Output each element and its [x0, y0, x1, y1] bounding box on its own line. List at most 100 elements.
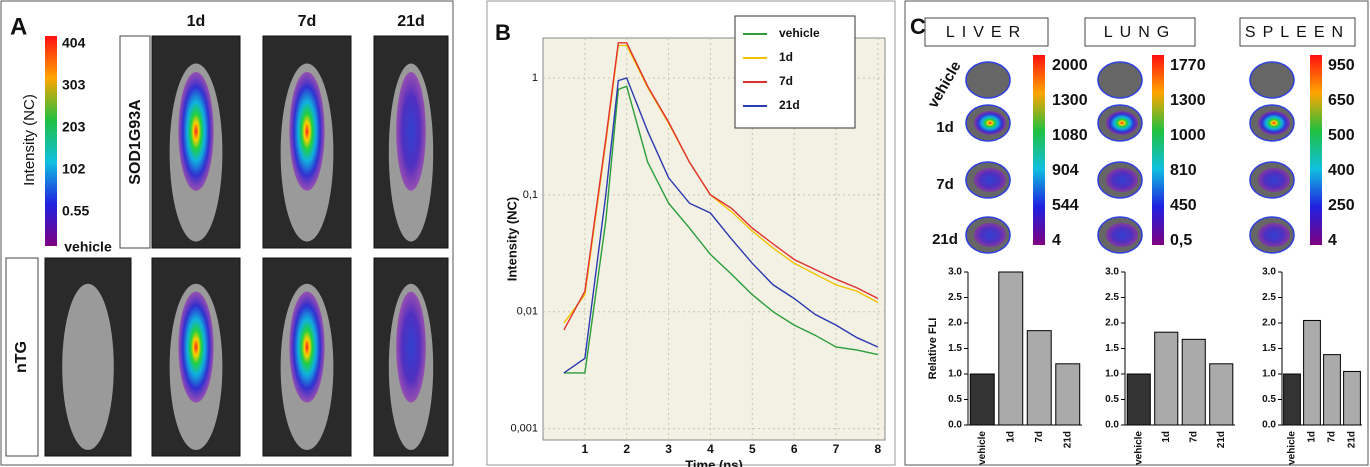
colorbar-tick-label: 0.55 — [62, 203, 89, 219]
y-tick-label: 0,001 — [510, 423, 538, 435]
y-tick-label: 3.0 — [1105, 267, 1119, 278]
panel-label: C — [910, 14, 926, 39]
colorbar-tick-label: 4 — [1052, 232, 1061, 249]
column-header: 7d — [298, 13, 317, 30]
organ-title: LUNG — [1104, 24, 1176, 41]
legend-label: 7d — [779, 74, 793, 88]
column-header: 1d — [187, 13, 206, 30]
colorbar-tick-label: 2000 — [1052, 57, 1088, 74]
y-tick-label: 0.0 — [1105, 420, 1119, 431]
y-tick-label: 0.0 — [948, 420, 962, 431]
organ-image — [1249, 61, 1295, 99]
series-line — [563, 85, 879, 374]
x-tick-label: 7d — [1034, 431, 1045, 443]
x-tick-label: 6 — [791, 442, 798, 456]
y-tick-label: 1.5 — [1105, 343, 1119, 354]
colorbar-tick-label: 650 — [1328, 92, 1355, 109]
bar — [1283, 373, 1301, 426]
organ-image — [1097, 61, 1143, 99]
x-tick-label: 1 — [582, 442, 589, 456]
panel-a-frame — [0, 0, 454, 466]
organ-image — [965, 61, 1011, 99]
colorbar — [1310, 55, 1322, 245]
fluorescence — [396, 72, 426, 191]
x-tick-label: 1d — [1161, 431, 1172, 443]
y-tick-label: 2.0 — [948, 318, 962, 329]
row-label: nTG — [13, 341, 30, 373]
colorbar-title: Intensity (NC) — [21, 94, 38, 186]
colorbar — [1152, 55, 1164, 245]
x-axis-label: Time (ns) — [685, 457, 743, 467]
y-tick-label: 1.0 — [948, 369, 962, 380]
x-tick-label: 1d — [1307, 431, 1318, 443]
x-tick-label: 1d — [1005, 431, 1016, 443]
x-tick-label: 2 — [623, 442, 630, 456]
fluorescence — [178, 291, 214, 403]
bar — [1055, 363, 1081, 426]
x-tick-label: 8 — [875, 442, 882, 456]
bar — [1343, 370, 1361, 426]
colorbar-tick-label: 303 — [62, 77, 86, 93]
colorbar-tick-label: 0,5 — [1170, 232, 1192, 249]
colorbar-tick-label: 1300 — [1170, 92, 1206, 109]
y-tick-label: 0.5 — [1105, 394, 1119, 405]
organ-fluorescence — [974, 168, 1006, 192]
fluorescence — [289, 291, 325, 403]
y-axis-label: Intensity (NC) — [504, 197, 519, 282]
colorbar-tick-label: 404 — [62, 35, 86, 51]
organ-fluorescence — [974, 223, 1006, 247]
colorbar-tick-label: 203 — [62, 119, 86, 135]
panel-b-frame — [486, 0, 896, 466]
y-axis-label: Relative FLI — [927, 318, 939, 380]
bar — [998, 271, 1024, 426]
colorbar — [1033, 55, 1045, 245]
bar — [969, 373, 995, 426]
bar — [1181, 338, 1206, 426]
row-label-box — [119, 35, 151, 249]
organ-fluorescence — [1106, 223, 1138, 247]
organ-title: SPLEEN — [1245, 24, 1350, 41]
legend-label: 1d — [779, 50, 793, 64]
row-label: vehicle — [924, 58, 964, 111]
y-tick-label: 3.0 — [1262, 267, 1276, 278]
y-tick-label: 0.5 — [948, 394, 962, 405]
x-tick-label: 5 — [749, 442, 756, 456]
row-label: 1d — [936, 119, 954, 136]
row-label: 7d — [936, 176, 954, 193]
y-tick-label: 2.5 — [1105, 292, 1119, 303]
x-tick-label: 3 — [665, 442, 672, 456]
colorbar-tick-label: 250 — [1328, 197, 1355, 214]
x-tick-label: 7 — [833, 442, 840, 456]
organ-fluorescence — [1106, 168, 1138, 192]
y-tick-label: 1.0 — [1262, 369, 1276, 380]
panel-c-frame — [904, 0, 1369, 466]
bar — [1126, 373, 1151, 426]
organ-title-box — [1084, 17, 1196, 47]
legend-label: 21d — [779, 98, 800, 112]
x-tick-label: vehicle — [1287, 431, 1298, 465]
colorbar-tick-label: 500 — [1328, 127, 1355, 144]
organ-fluorescence — [1106, 111, 1138, 135]
y-tick-label: 2.0 — [1262, 318, 1276, 329]
series-line — [563, 42, 879, 331]
x-tick-label: 21d — [1347, 431, 1358, 448]
fluorescence — [178, 72, 214, 191]
panel-label: A — [10, 13, 27, 40]
series-line — [563, 77, 879, 374]
y-tick-label: 1.0 — [1105, 369, 1119, 380]
row-label-box — [5, 257, 39, 457]
organ-fluorescence — [1258, 223, 1290, 247]
y-tick-label: 0,01 — [517, 306, 538, 318]
bar — [1323, 354, 1341, 426]
organ-fluorescence — [1258, 168, 1290, 192]
legend-label: vehicle — [779, 26, 820, 40]
colorbar-tick-label: 904 — [1052, 162, 1079, 179]
y-tick-label: 2.0 — [1105, 318, 1119, 329]
panel-label: B — [495, 20, 511, 45]
y-tick-label: 1.5 — [948, 343, 962, 354]
bar — [1209, 363, 1234, 426]
fluorescence — [396, 291, 426, 403]
x-tick-label: 21d — [1062, 431, 1073, 448]
colorbar-tick-label: 450 — [1170, 197, 1197, 214]
bar — [1154, 331, 1179, 426]
